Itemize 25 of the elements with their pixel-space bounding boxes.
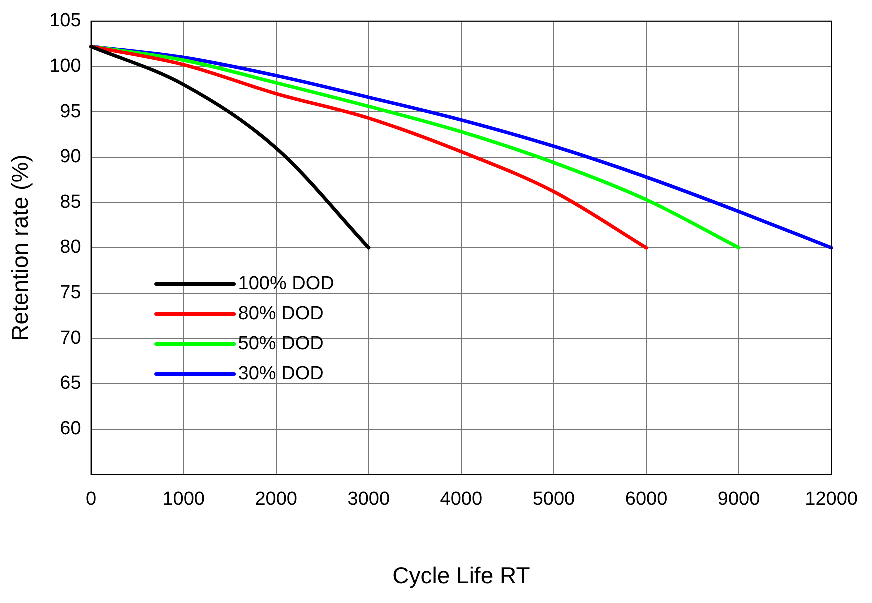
legend-label: 50% DOD	[238, 333, 324, 354]
x-tick-label: 9000	[718, 489, 760, 510]
x-tick-label: 0	[86, 489, 97, 510]
x-tick-label: 2000	[255, 489, 298, 510]
y-tick-label: 90	[60, 146, 82, 168]
y-tick-label: 105	[50, 10, 82, 32]
legend-label: 80% DOD	[238, 303, 324, 324]
y-tick-label: 70	[60, 328, 82, 349]
y-tick-label: 75	[60, 282, 82, 304]
legend-label: 30% DOD	[238, 363, 324, 384]
y-tick-label: 65	[60, 373, 82, 394]
y-tick-label: 95	[60, 101, 82, 122]
y-tick-label: 80	[60, 237, 82, 258]
x-tick-label: 6000	[625, 489, 668, 510]
x-tick-label: 5000	[532, 489, 576, 510]
legend-label: 100% DOD	[238, 273, 334, 294]
x-tick-label: 1000	[162, 489, 205, 510]
y-tick-label: 100	[50, 56, 82, 77]
y-tick-label: 85	[60, 192, 82, 213]
x-tick-label: 3000	[348, 489, 390, 510]
y-axis-title: Retention rate (%)	[7, 154, 34, 342]
x-tick-label: 4000	[440, 489, 483, 510]
x-axis-title: Cycle Life RT	[392, 562, 530, 589]
y-tick-label: 60	[60, 418, 82, 440]
x-tick-label: 12000	[805, 489, 858, 510]
